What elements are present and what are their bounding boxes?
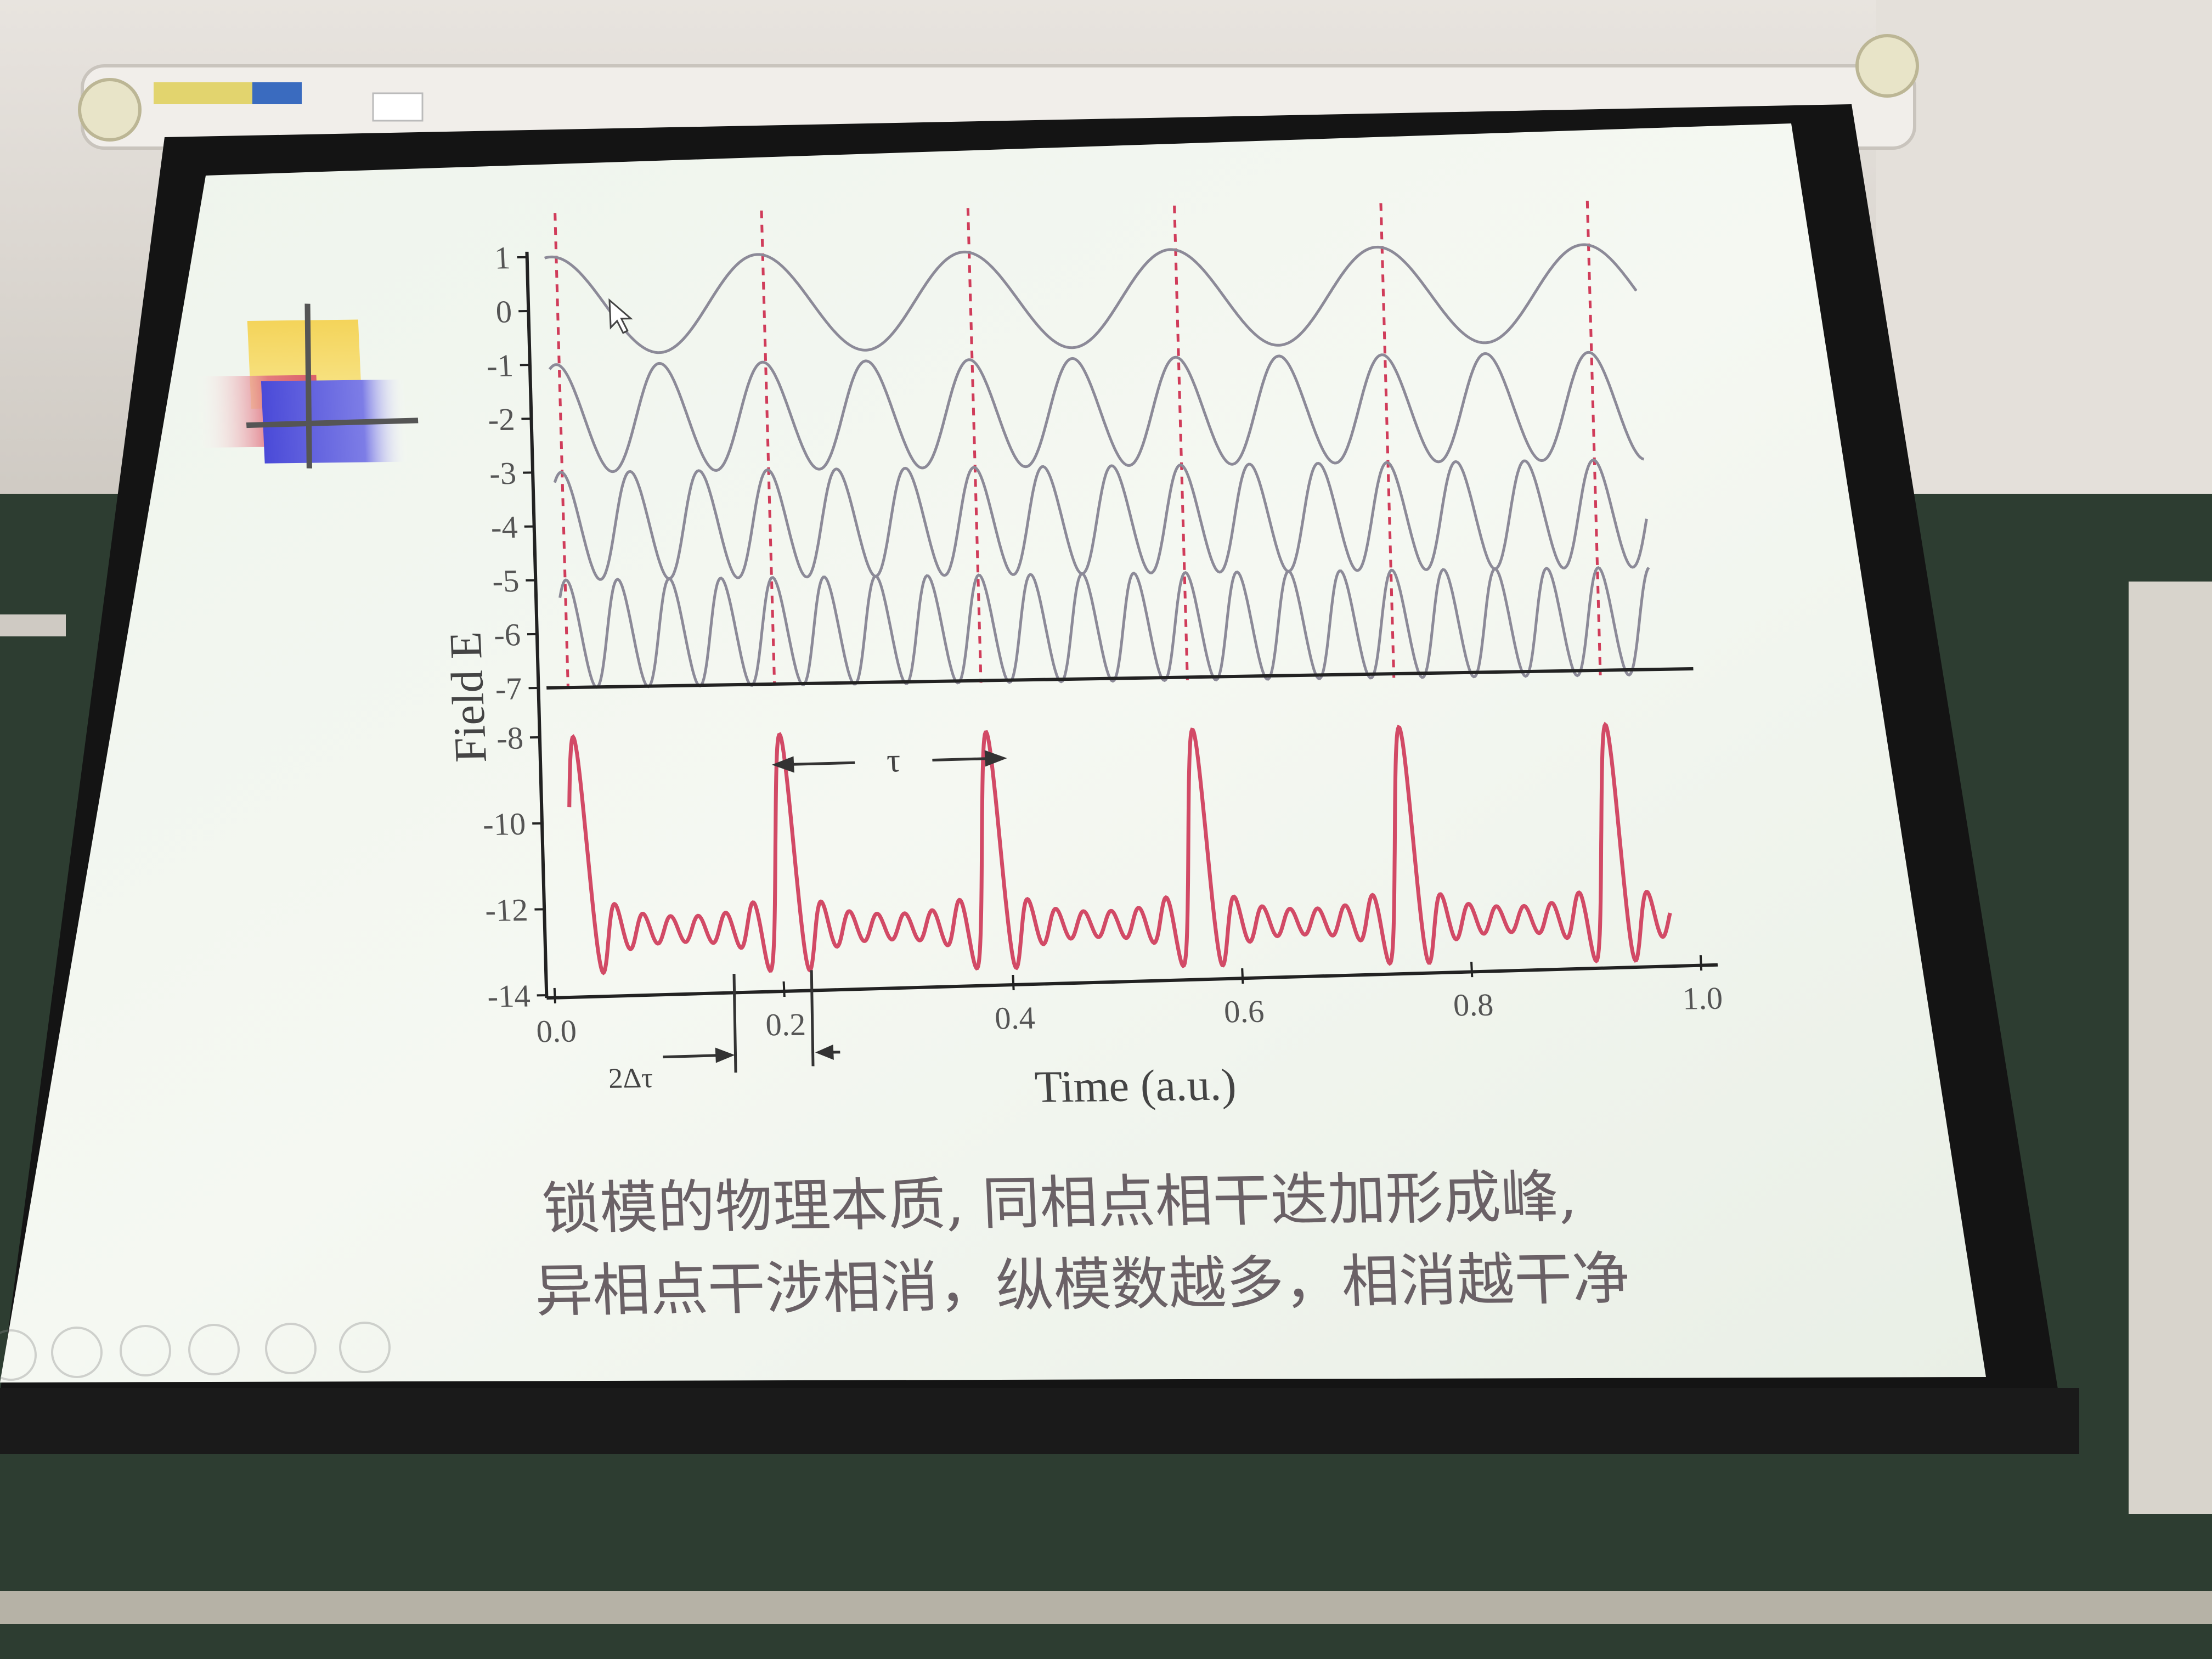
caption-line-1: 锁模的物理本质, 同相点相干迭加形成峰, [541, 1164, 1578, 1243]
projector-endcap-left [78, 78, 142, 142]
width-arrowhead-right [815, 1044, 834, 1060]
mid-axis-line [546, 667, 1694, 690]
x-tick-label: 0.8 [1453, 987, 1494, 1023]
width-arrowhead-left [715, 1047, 735, 1063]
tau-annotation: τ [771, 742, 1007, 780]
y-axis-title: Field E [440, 631, 496, 763]
mode-locking-chart: 1 0 -1 -2 -3 -4 -5 -6 -7 -8 -10 -12 -14 0.0 0.2 0.4 0.6… [440, 200, 1723, 1112]
y-axis-line [525, 251, 549, 998]
projector-endcap-right [1855, 34, 1919, 98]
pen-icon[interactable] [120, 1325, 171, 1376]
y-tick-label: -8 [496, 720, 524, 756]
screen-surface [0, 123, 1986, 1383]
x-tick-label: 1.0 [1681, 980, 1723, 1017]
screen-bottom-bar [0, 1388, 2079, 1454]
projector-label-sticker [154, 82, 263, 104]
x-tick-labels: 0.0 0.2 0.4 0.6 0.8 1.0 [535, 955, 1723, 1049]
y-tick-label: -7 [494, 671, 523, 707]
wall-right [1876, 0, 2212, 494]
blackboard-rail [0, 1591, 2212, 1624]
tau-arrowhead-right [984, 750, 1007, 767]
y-tick-label: -14 [487, 978, 531, 1014]
width-label: 2Δτ [608, 1062, 654, 1094]
arrow-left-icon[interactable] [0, 1329, 37, 1381]
slideshow-toolbar[interactable] [0, 1322, 391, 1381]
tau-label: τ [886, 742, 901, 780]
projector-blue-sticker [252, 82, 302, 104]
y-tick-label: -4 [490, 509, 518, 545]
y-tick-label: -10 [482, 806, 527, 842]
logo-horizontal-line [246, 417, 419, 428]
pulse-train-curve [567, 721, 1672, 975]
x-tick-mark [1470, 962, 1474, 978]
zoom-icon[interactable] [265, 1323, 317, 1374]
x-tick-label: 0.4 [994, 1000, 1036, 1036]
y-tick-label: -2 [487, 402, 516, 437]
slide: 1 0 -1 -2 -3 -4 -5 -6 -7 -8 -10 -12 -14 0.0 0.2 0.4 0.6… [194, 200, 1723, 1325]
y-tick-label: -1 [486, 348, 514, 383]
width-guide-right [810, 970, 815, 1066]
y-tick-label: -5 [492, 563, 520, 599]
mode-curves [544, 243, 1650, 689]
chart-axes [525, 251, 1718, 1000]
slide-logo [194, 303, 419, 469]
x-axis-title: Time (a.u.) [1034, 1060, 1237, 1112]
y-tick-label: -12 [484, 892, 529, 928]
tau-arrowhead-left [771, 756, 794, 773]
projector-white-sticker [372, 92, 424, 122]
blackboard-frame-right [2129, 582, 2212, 1514]
mode-curve [553, 458, 1648, 581]
y-tick-labels: 1 0 -1 -2 -3 -4 -5 -6 -7 -8 -10 -12 -14 [482, 240, 547, 1014]
x-tick-mark [1241, 968, 1244, 984]
slides-icon[interactable] [188, 1324, 240, 1375]
x-tick-mark [782, 981, 786, 997]
sum-curve [567, 721, 1672, 975]
mode-curve [544, 243, 1638, 354]
more-icon[interactable] [339, 1322, 391, 1373]
logo-vertical-line [304, 303, 312, 469]
arrow-right-icon[interactable] [51, 1327, 103, 1378]
caption-line-2: 异相点干涉相消，纵模数越多，相消越干净 [533, 1245, 1631, 1325]
width-guide-left [732, 974, 737, 1073]
width-annotation: 2Δτ [608, 970, 840, 1094]
y-tick-label: 0 [495, 294, 512, 330]
x-tick-label: 0.6 [1223, 994, 1265, 1030]
x-tick-label: 0.0 [535, 1013, 577, 1049]
x-tick-label: 0.2 [765, 1007, 806, 1043]
mouse-cursor-icon [608, 298, 633, 334]
mode-curve [558, 566, 1650, 689]
mode-curve [548, 351, 1645, 473]
y-tick-label: -6 [493, 617, 522, 653]
y-tick-label: -3 [489, 455, 517, 491]
x-axis-line [546, 963, 1718, 1000]
y-tick-label: 1 [494, 240, 511, 275]
blackboard-frame-left [0, 614, 66, 636]
